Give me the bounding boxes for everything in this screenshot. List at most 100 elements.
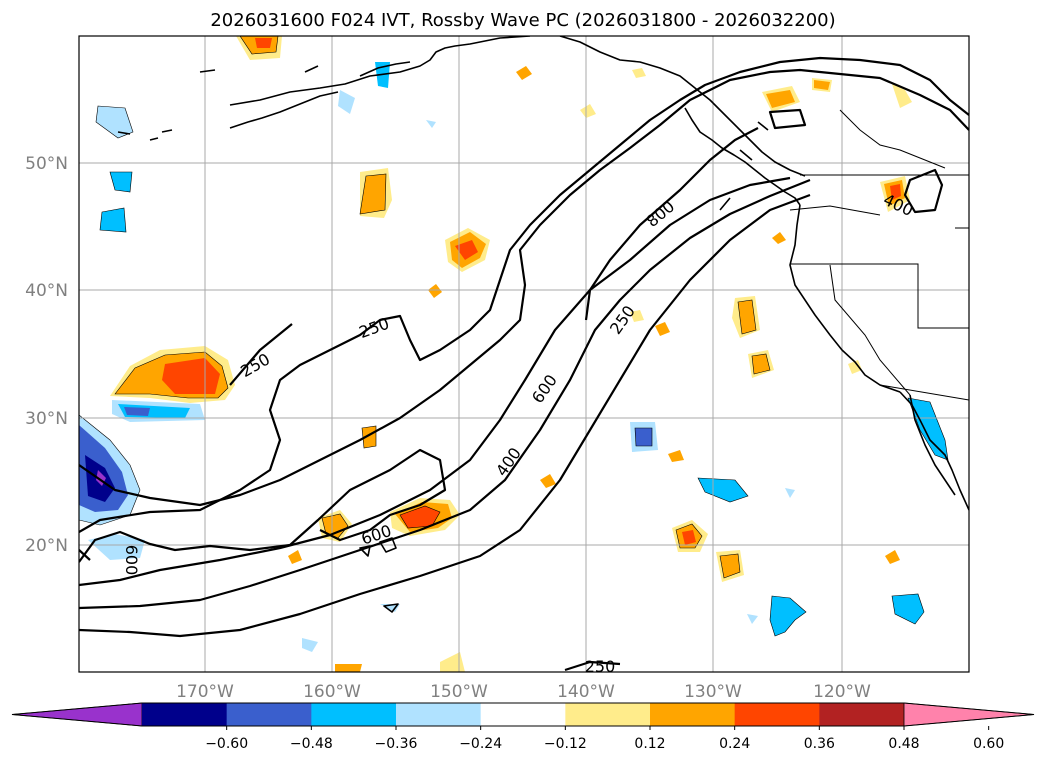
colorbar-tick-label: −0.36: [375, 736, 418, 752]
negative-anomaly-blob: [426, 120, 436, 128]
negative-anomaly-blob: [634, 427, 653, 447]
coastlines: [117, 36, 969, 613]
negative-anomaly-blob: [88, 534, 145, 560]
positive-anomaly-blob: [321, 513, 349, 539]
contour-250-west-label-line: [229, 323, 293, 386]
positive-anomaly-blob: [848, 360, 862, 374]
california-nevada-border: [829, 264, 911, 396]
colorbar-swatch: [480, 703, 566, 726]
alaska-bc-border: [839, 109, 946, 169]
positive-anomaly-blob: [630, 310, 644, 322]
colorbar-tick-label: 0.36: [804, 736, 835, 752]
small-islands: [117, 129, 173, 141]
positive-anomaly-blob: [580, 104, 596, 118]
ivt-contours: [79, 56, 969, 672]
gulf-of-california-coast: [909, 394, 956, 496]
lat-label: 40°N: [25, 281, 68, 301]
contour-600-southwest: [79, 448, 447, 563]
positive-anomaly-blob: [885, 550, 900, 564]
lon-label: 140°W: [557, 682, 615, 702]
lon-label: 170°W: [176, 682, 234, 702]
positive-anomaly-blob: [428, 284, 442, 298]
contour-stub: [79, 549, 91, 561]
negative-anomaly-blob: [99, 207, 127, 233]
lon-label: 150°W: [430, 682, 488, 702]
contour-250-south: [79, 193, 811, 638]
lon-label: 120°W: [813, 682, 871, 702]
longitude-labels: 170°W 160°W 150°W 140°W 130°W 120°W: [176, 682, 871, 702]
alaska-peninsula: [304, 61, 411, 77]
colorbar: −0.60 −0.48 −0.36 −0.24 −0.12 0.12 0.24 0.36 0.4…: [11, 702, 1035, 752]
colorbar-outline: [11, 702, 1035, 727]
negative-anomaly-blob: [891, 593, 925, 625]
negative-anomaly-blob: [769, 595, 807, 637]
contour-600-south: [79, 176, 791, 587]
colorbar-tick-label: 0.24: [719, 736, 750, 752]
positive-anomaly-core: [455, 240, 478, 260]
positive-anomaly-core: [399, 505, 441, 529]
colorbar-swatch: [650, 703, 736, 726]
negative-anomaly-blob: [302, 638, 318, 652]
lat-label: 20°N: [25, 536, 68, 556]
colorbar-swatch: [226, 703, 312, 726]
positive-anomaly-blob: [766, 90, 795, 108]
contour-800: [584, 127, 759, 321]
negative-anomaly-blob: [697, 477, 749, 503]
negative-anomaly-blob: [785, 488, 795, 498]
contour-label: 250: [585, 657, 616, 676]
negative-anomaly-blob: [747, 614, 758, 624]
negative-anomaly-blob: [124, 407, 150, 416]
positive-anomaly-blob: [814, 80, 830, 90]
colorbar-tick-label: −0.48: [290, 736, 333, 752]
contour-400-south: [79, 178, 811, 610]
hawaiian-islands: [359, 537, 399, 613]
contour-small-closed: [768, 108, 807, 130]
baja-coast: [899, 391, 969, 511]
lat-label: 50°N: [25, 154, 68, 174]
colorbar-tick-label: 0.12: [634, 736, 665, 752]
positive-anomaly-core: [255, 38, 272, 48]
negative-anomaly-blob: [95, 105, 134, 139]
british-columbia-coast: [684, 107, 801, 206]
positive-anomaly-blob: [540, 474, 556, 488]
colorbar-swatch: [565, 703, 651, 726]
contour-label: 600: [122, 545, 141, 576]
colorbar-swatch: [311, 703, 397, 726]
colorbar-tick-label: −0.12: [544, 736, 587, 752]
positive-anomaly-blob: [772, 232, 786, 244]
positive-anomaly-blob: [632, 68, 646, 78]
positive-anomaly-core: [682, 530, 696, 545]
state-borders: [790, 263, 969, 329]
colorbar-tick-label: 0.48: [888, 736, 919, 752]
map-area: 250 250 250 250 400 400 600 600 600 800: [79, 36, 969, 676]
map-frame: [78, 35, 970, 673]
colorbar-swatch: [734, 703, 820, 726]
coastal-islands: [719, 121, 769, 211]
us-west-coast: [789, 204, 901, 393]
positive-anomaly-blob: [288, 550, 302, 564]
negative-anomaly-blob: [338, 90, 355, 114]
colorbar-swatch: [142, 703, 228, 726]
us-mexico-border: [879, 384, 969, 401]
positive-anomaly-core: [890, 184, 901, 200]
colorbar-tick-label: −0.24: [459, 736, 502, 752]
positive-anomaly-blob: [359, 173, 387, 215]
positive-anomaly-blob: [737, 299, 757, 335]
lat-label: 30°N: [25, 409, 68, 429]
positive-anomaly-blob: [751, 353, 771, 375]
political-borders: [789, 109, 969, 401]
colorbar-swatch: [396, 703, 482, 726]
contour-250-northwest: [79, 68, 969, 507]
figure-title: 2026031600 F024 IVT, Rossby Wave PC (202…: [210, 10, 835, 31]
latitude-labels: 50°N 40°N 30°N 20°N: [25, 154, 68, 556]
aleutian-coast: [199, 36, 531, 106]
positive-anomaly-blob: [655, 322, 670, 336]
colorbar-extend-max: [903, 702, 1035, 727]
colorbar-swatch: [819, 703, 905, 726]
contour-250-outer: [79, 56, 969, 533]
positive-anomaly-blob: [335, 664, 362, 672]
contour-400-east-closed: [903, 168, 944, 214]
positive-anomaly-blob: [516, 66, 532, 80]
negative-anomaly-blob: [109, 171, 133, 193]
